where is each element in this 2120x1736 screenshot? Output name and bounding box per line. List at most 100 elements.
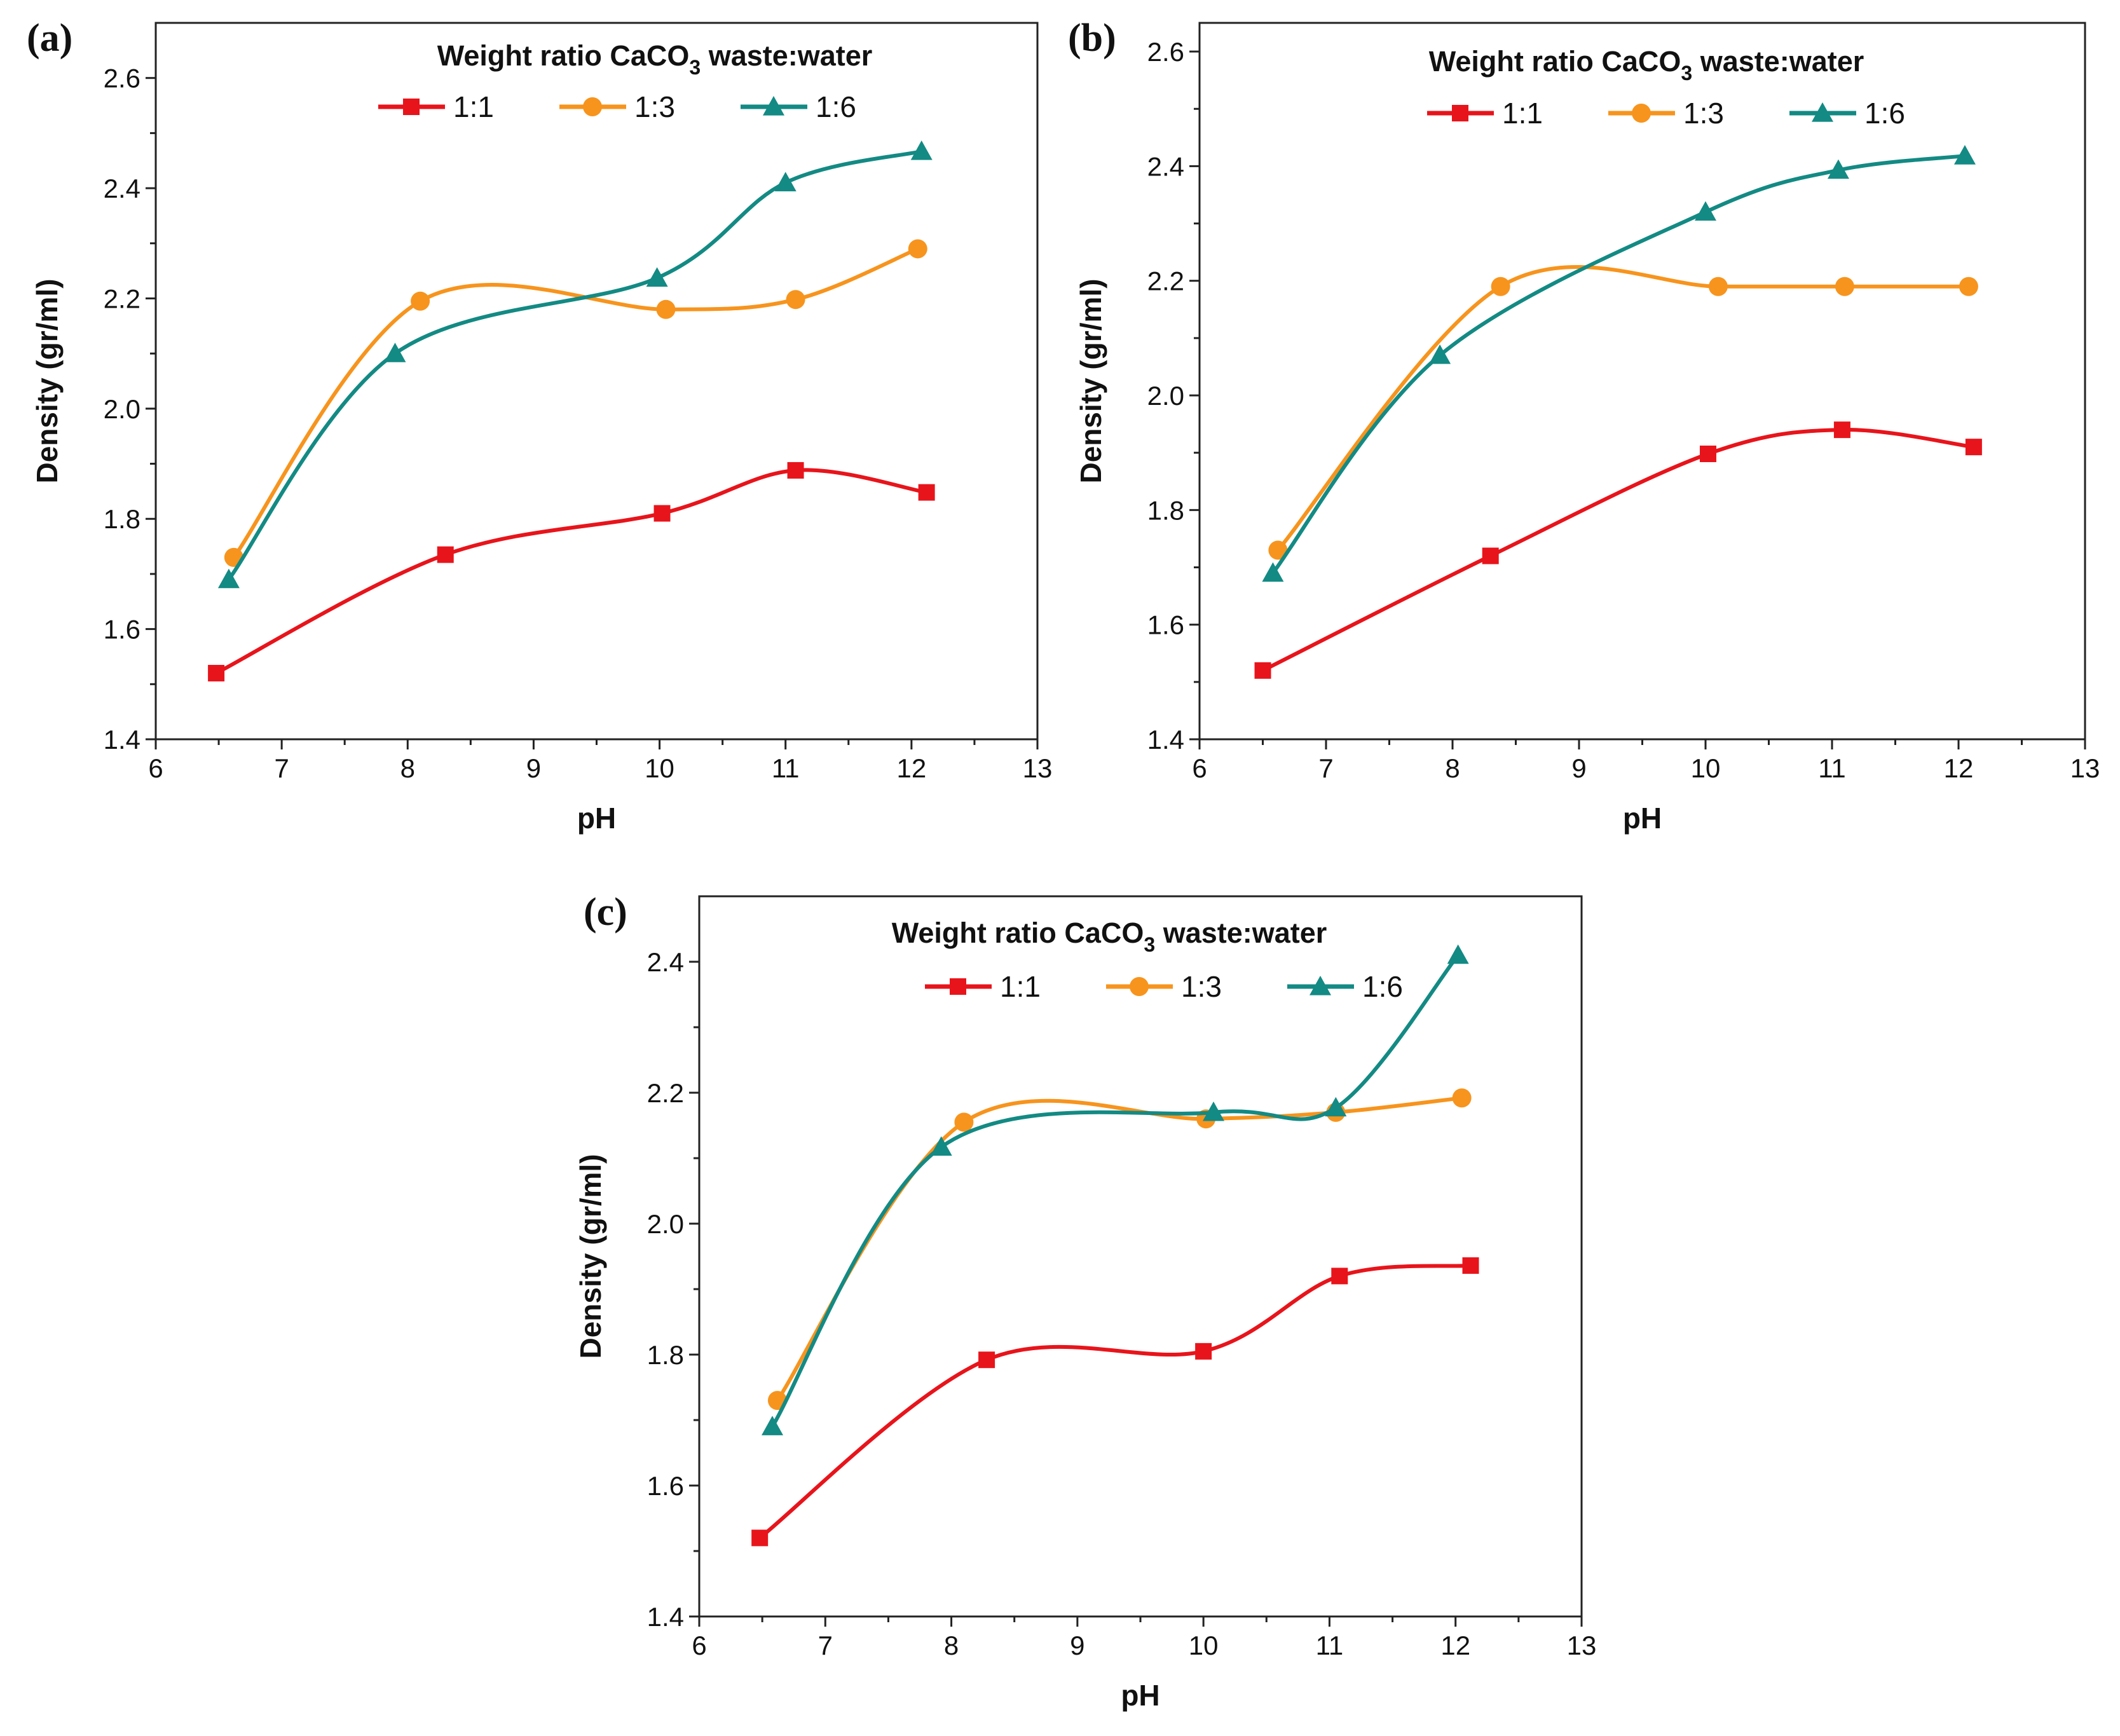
y-tick-label: 1.8 [647, 1340, 684, 1370]
data-point [646, 267, 668, 287]
legend-title-subscript: 3 [1144, 933, 1155, 956]
x-tick-label: 9 [526, 753, 541, 783]
legend-title-end: waste:water [701, 39, 872, 72]
legend-label: 1:1 [453, 90, 494, 123]
data-point [1331, 1268, 1348, 1285]
y-tick-label: 2.6 [1147, 37, 1184, 67]
y-tick-label: 2.6 [104, 64, 140, 93]
y-tick-label: 2.0 [647, 1209, 684, 1239]
legend-entry-1-1: 1:1 [378, 90, 494, 123]
y-tick-label: 2.2 [104, 284, 140, 313]
y-tick-label: 1.4 [647, 1602, 684, 1632]
y-tick-label: 1.8 [1147, 495, 1184, 525]
x-tick-label: 6 [692, 1630, 706, 1660]
data-point [217, 568, 240, 589]
legend-title: Weight ratio CaCO3 waste:water [1429, 45, 1864, 85]
y-axis-title: Density (gr/ml) [574, 1154, 607, 1358]
legend-title-main: Weight ratio CaCO [892, 917, 1144, 949]
data-point [411, 291, 430, 311]
data-point [1254, 662, 1271, 679]
legend-entry-1-6: 1:6 [1789, 97, 1905, 130]
x-tick-label: 10 [645, 753, 674, 783]
x-tick-label: 6 [1192, 753, 1207, 783]
series-line [1271, 154, 1967, 575]
data-point [786, 290, 805, 310]
y-tick-label: 1.4 [104, 725, 140, 755]
x-tick-label: 11 [1818, 753, 1846, 783]
data-point [1959, 277, 1978, 296]
data-point [1462, 1257, 1479, 1274]
series-line [226, 149, 924, 582]
data-point [918, 484, 935, 501]
data-point [1827, 159, 1849, 179]
x-tick-label: 11 [1316, 1630, 1344, 1660]
y-tick-label: 1.6 [647, 1471, 684, 1501]
series-1-1 [208, 461, 935, 681]
legend-entry-1-3: 1:3 [1608, 97, 1724, 130]
legend-swatch-marker [403, 99, 420, 115]
legend-title: Weight ratio CaCO3 waste:water [437, 39, 873, 79]
data-point [653, 505, 671, 522]
series-1-3 [224, 239, 927, 567]
data-point [910, 140, 933, 160]
y-axis-title: Density (gr/ml) [31, 278, 64, 483]
data-point [1491, 277, 1510, 296]
data-point [954, 1112, 974, 1132]
data-point [762, 1416, 784, 1435]
data-point [1953, 145, 1976, 165]
x-tick-label: 10 [1691, 753, 1721, 783]
x-tick-label: 12 [1944, 753, 1974, 783]
series-1-6 [762, 944, 1469, 1435]
legend-entry-1-1: 1:1 [1427, 97, 1543, 130]
data-point [656, 299, 676, 319]
legend-swatch-marker [1812, 102, 1833, 122]
x-tick-label: 7 [274, 753, 289, 783]
legend-swatch-marker [1452, 105, 1468, 121]
data-point [1699, 446, 1716, 463]
x-tick-label: 13 [1567, 1630, 1597, 1660]
data-point [1835, 277, 1854, 296]
legend-title: Weight ratio CaCO3 waste:water [892, 917, 1327, 956]
x-tick-label: 7 [818, 1630, 833, 1660]
data-point [1708, 277, 1728, 296]
legend-title-subscript: 3 [689, 56, 701, 79]
series-1-3 [1268, 265, 1978, 560]
x-axis-title: pH [577, 802, 616, 835]
panel-label: (b) [1068, 17, 1116, 60]
x-axis-title: pH [1121, 1679, 1159, 1712]
series-line [214, 468, 929, 675]
data-point [1325, 1097, 1347, 1117]
legend-title-main: Weight ratio CaCO [437, 39, 690, 72]
legend-swatch-marker [1632, 104, 1651, 123]
y-tick-label: 2.4 [1147, 151, 1184, 181]
legend-title-subscript: 3 [1681, 62, 1692, 85]
plot-frame [1198, 22, 2086, 741]
series-1-6 [1262, 145, 1976, 582]
series-1-6 [217, 140, 933, 589]
data-point [1833, 421, 1850, 439]
legend-swatch-marker [583, 97, 602, 116]
x-tick-label: 9 [1571, 753, 1586, 783]
data-point [1262, 562, 1284, 582]
legend-entry-1-3: 1:3 [1106, 970, 1222, 1003]
y-tick-label: 1.6 [104, 615, 140, 645]
data-point [208, 664, 225, 681]
legend-swatch-marker [1310, 976, 1331, 995]
legend-entry-1-6: 1:6 [1287, 970, 1403, 1003]
series-line [775, 1096, 1464, 1403]
series-1-1 [1254, 421, 1982, 679]
y-tick-label: 1.6 [1147, 610, 1184, 640]
data-point [774, 172, 797, 192]
y-tick-label: 2.0 [1147, 381, 1184, 411]
legend-swatch-marker [763, 96, 784, 116]
panel-c: 6 7 8 9 10 11 12 13 1.4 1.6 1.8 2.0 2.2 2.4 pH Density … [574, 891, 1596, 1712]
series-line [770, 953, 1460, 1429]
series-line [231, 247, 920, 559]
y-tick-label: 1.8 [104, 504, 140, 534]
y-tick-label: 2.0 [104, 394, 140, 424]
x-tick-label: 12 [1440, 1630, 1470, 1660]
series-1-1 [751, 1257, 1479, 1547]
data-point [1482, 547, 1499, 564]
legend-swatch-marker [950, 978, 966, 995]
